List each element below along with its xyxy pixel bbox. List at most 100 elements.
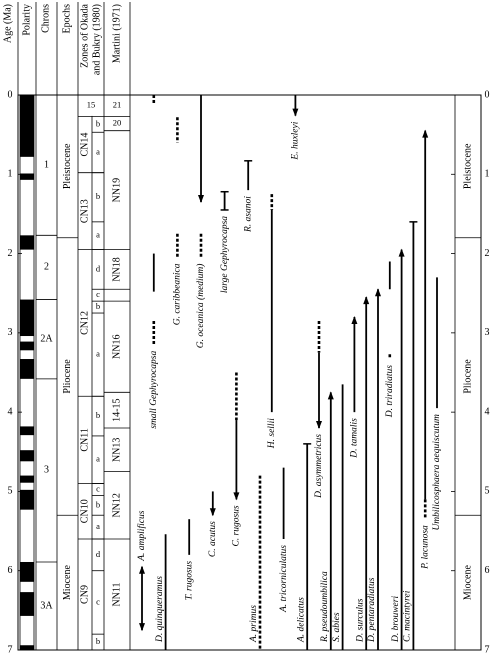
column-header: Zones of Okada bbox=[79, 3, 90, 67]
y-tick-label: 4 bbox=[8, 406, 13, 417]
y-tick-label-right: 7 bbox=[485, 644, 490, 655]
chron-label: 3A bbox=[40, 600, 53, 611]
arrowhead bbox=[422, 129, 429, 138]
subzone-label: d bbox=[96, 549, 101, 559]
arrowhead bbox=[375, 288, 381, 297]
zone-label: NN13 bbox=[111, 438, 122, 462]
subzone-label: b bbox=[96, 191, 100, 201]
y-tick-label-right: 4 bbox=[485, 406, 490, 417]
arrowhead bbox=[363, 296, 370, 305]
taxon-label: D. pentaradiatus bbox=[367, 577, 377, 643]
zone-label: CN14 bbox=[79, 133, 90, 157]
arrowhead bbox=[327, 391, 334, 400]
zone-label: NN16 bbox=[111, 335, 122, 359]
column-header: Age (Ma) bbox=[2, 4, 13, 43]
subzone-label: b bbox=[96, 636, 100, 646]
taxon-label: E. huxleyi bbox=[291, 121, 301, 160]
column-header: Epochs bbox=[61, 4, 72, 34]
zone-label: CN10 bbox=[79, 499, 90, 523]
zone-label: NN18 bbox=[111, 257, 122, 281]
taxon-label: G. caribbeanica bbox=[173, 263, 183, 325]
arrowhead bbox=[209, 508, 216, 517]
arrowhead bbox=[139, 623, 145, 632]
normal-polarity bbox=[20, 359, 34, 379]
taxon-label: large Gephyrocapsa bbox=[220, 216, 230, 293]
epoch-label: Pliocene bbox=[62, 359, 73, 394]
epoch-label-right: Pleistocene bbox=[462, 143, 473, 189]
taxon-label: Umbilicosphaera aequiscutum bbox=[432, 414, 442, 531]
y-tick-label-right: 5 bbox=[485, 486, 490, 497]
zone-label: CN11 bbox=[79, 428, 90, 452]
zone-label: CN9 bbox=[79, 585, 90, 604]
subzone-label: c bbox=[96, 289, 100, 299]
column-header: Chrons bbox=[40, 4, 51, 33]
subzone-label: b bbox=[96, 301, 100, 311]
taxon-label: D. quinqueramus bbox=[155, 576, 165, 643]
epoch-label: Pleistocene bbox=[62, 143, 73, 189]
taxon-label: T. rugosus bbox=[184, 561, 194, 601]
normal-polarity bbox=[20, 450, 34, 462]
chron-label: 1 bbox=[44, 159, 49, 170]
y-tick-label: 1 bbox=[8, 169, 13, 180]
taxon-label: D. surculus bbox=[355, 598, 365, 643]
taxon-label: P. lacunosa bbox=[420, 525, 430, 570]
taxon-label: R. pseudoumbilica bbox=[320, 571, 330, 643]
zone-label: CN13 bbox=[79, 199, 90, 223]
epoch-label-right: Miocene bbox=[462, 565, 473, 601]
normal-polarity bbox=[20, 561, 34, 582]
zone-label: NN12 bbox=[111, 493, 122, 517]
subzone-label: c bbox=[96, 483, 100, 493]
y-tick-label-right: 3 bbox=[485, 327, 490, 338]
subzone-label: b bbox=[96, 499, 100, 509]
chron-label: 3 bbox=[44, 465, 49, 476]
arrowhead bbox=[292, 108, 299, 117]
taxon-label: C. macintyrei bbox=[403, 590, 413, 642]
zone-label: 21 bbox=[113, 100, 122, 110]
y-tick-label-right: 6 bbox=[485, 565, 490, 576]
normal-polarity bbox=[20, 426, 34, 436]
taxon-label: S. abies bbox=[332, 612, 342, 642]
taxon-label: small Gephyrocapsa bbox=[149, 351, 159, 429]
taxon-label: G. oceanica (medium) bbox=[195, 264, 206, 349]
subzone-label: b bbox=[96, 118, 100, 128]
taxon-label: R. asanoi bbox=[243, 196, 253, 233]
epoch-label: Miocene bbox=[62, 565, 73, 601]
taxon-label: D. triradiatus bbox=[385, 365, 395, 419]
normal-polarity bbox=[20, 475, 34, 483]
arrowhead bbox=[398, 248, 405, 257]
subzone-label: d bbox=[96, 263, 101, 273]
y-tick-label: 2 bbox=[8, 248, 13, 259]
normal-polarity bbox=[20, 173, 34, 180]
taxon-label: A. tricorniculatus bbox=[279, 545, 289, 613]
zone-label: 15 bbox=[87, 100, 96, 110]
normal-polarity bbox=[20, 235, 34, 250]
arrowhead bbox=[233, 492, 240, 501]
frame bbox=[17, 94, 482, 651]
subzone-label: b bbox=[96, 410, 100, 420]
taxon-label: D. brouweri bbox=[391, 596, 401, 643]
taxon-label: D. tamalis bbox=[350, 418, 360, 459]
epoch-label-right: Pliocene bbox=[462, 359, 473, 394]
subzone-label: a bbox=[96, 146, 100, 156]
arrowhead bbox=[139, 565, 145, 574]
taxon-label: A. delicatus bbox=[296, 597, 306, 643]
normal-polarity bbox=[20, 341, 34, 351]
y-tick-label: 5 bbox=[8, 486, 13, 497]
normal-polarity bbox=[20, 95, 34, 157]
zone-label: 20 bbox=[113, 117, 122, 127]
normal-polarity bbox=[20, 489, 34, 510]
arrowhead bbox=[351, 316, 358, 324]
y-tick-label: 7 bbox=[8, 644, 13, 655]
chron-label: 2 bbox=[44, 262, 49, 273]
subzone-label: c bbox=[96, 596, 100, 606]
arrowhead bbox=[316, 421, 322, 429]
column-header: and Bukry (1980) bbox=[91, 4, 102, 75]
y-tick-label-right: 0 bbox=[485, 89, 490, 100]
column-header: Martini (1971) bbox=[111, 4, 122, 63]
y-tick-label-right: 2 bbox=[485, 248, 490, 259]
y-tick-label: 3 bbox=[8, 327, 13, 338]
zone-cell bbox=[78, 95, 104, 116]
column-header: Polarity bbox=[21, 4, 32, 36]
